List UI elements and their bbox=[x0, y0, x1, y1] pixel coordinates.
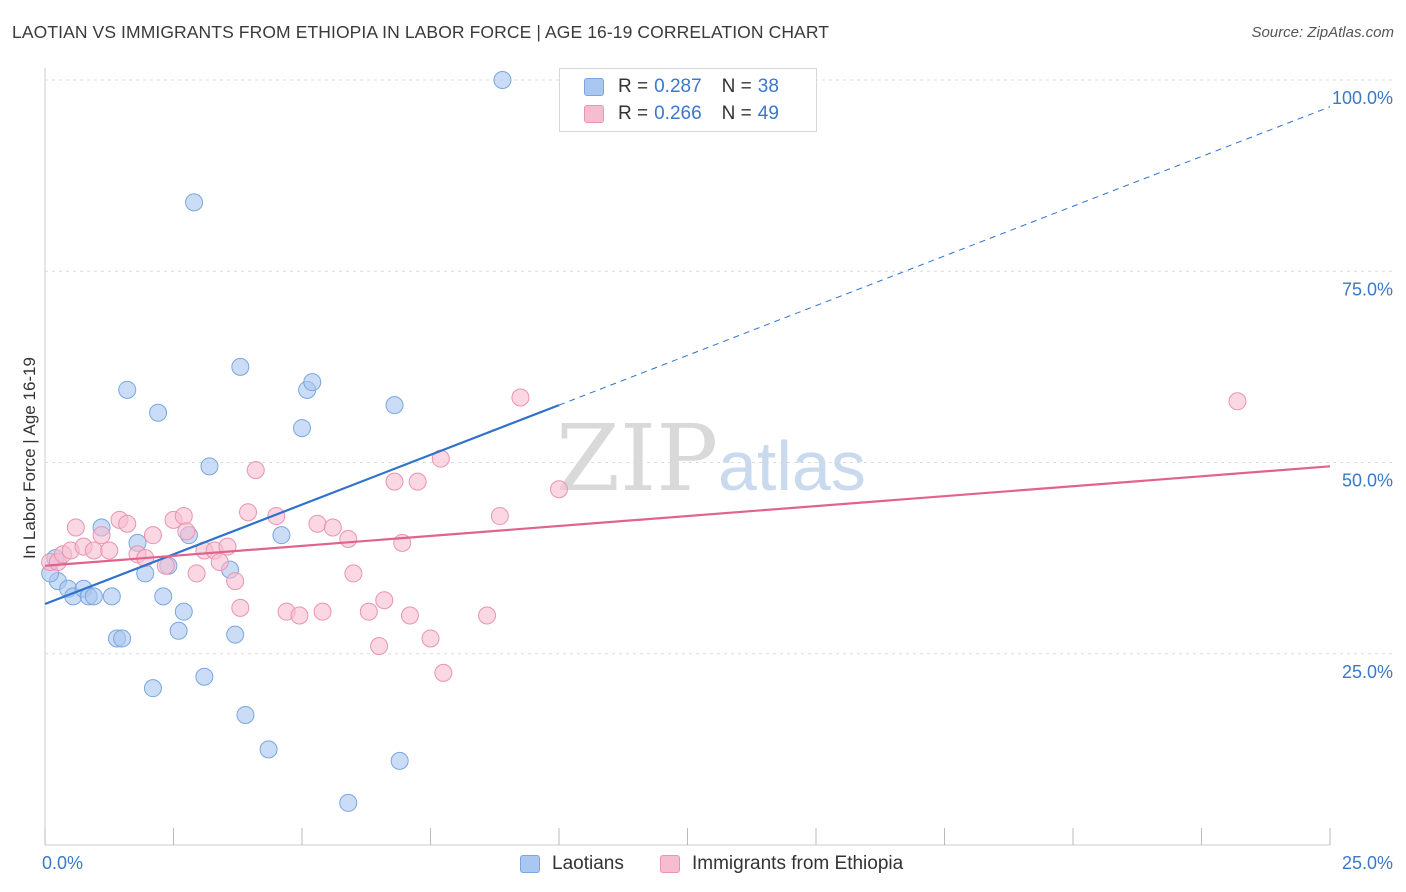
ethiopia-point bbox=[174, 507, 193, 526]
laotian-point bbox=[303, 373, 322, 392]
ethiopia-point bbox=[385, 472, 404, 491]
x-tick-label: 0.0% bbox=[42, 853, 83, 873]
legend-r-value: 0.266 bbox=[654, 103, 702, 124]
laotian-point bbox=[118, 380, 137, 399]
ethiopia-point bbox=[550, 480, 568, 499]
ethiopia-point bbox=[511, 388, 530, 407]
y-tick-label: 100.0% bbox=[1332, 88, 1393, 108]
laotian-point bbox=[174, 602, 193, 621]
bottom-legend-label: Immigrants from Ethiopia bbox=[692, 853, 904, 874]
laotian-point bbox=[493, 71, 512, 89]
chart-title: LAOTIAN VS IMMIGRANTS FROM ETHIOPIA IN L… bbox=[12, 22, 830, 42]
laotian-point bbox=[84, 587, 103, 606]
x-tick-label: 25.0% bbox=[1342, 853, 1393, 873]
ethiopia-point bbox=[339, 530, 358, 548]
laotian-point bbox=[390, 751, 409, 770]
ethiopia-point bbox=[408, 472, 427, 491]
ethiopia-point bbox=[100, 541, 119, 560]
ethiopia-point bbox=[421, 629, 440, 648]
ethiopia-point bbox=[143, 526, 162, 545]
legend-r-value: 0.287 bbox=[654, 76, 702, 97]
laotian-point bbox=[259, 740, 278, 759]
bottom-legend-swatch-blue bbox=[520, 855, 540, 873]
ethiopia-trend-line bbox=[44, 465, 1331, 567]
ethiopia-point bbox=[231, 598, 250, 617]
legend-n-label: N = bbox=[721, 76, 752, 97]
legend-r-label: R = bbox=[618, 103, 649, 124]
ethiopia-point bbox=[84, 541, 103, 560]
grid-lines bbox=[45, 79, 1392, 655]
ethiopia-point bbox=[308, 514, 327, 533]
watermark-zip: ZIP bbox=[556, 405, 718, 512]
ethiopia-point bbox=[118, 514, 137, 533]
watermark-atlas: atlas bbox=[718, 427, 866, 505]
watermark: ZIP atlas bbox=[556, 405, 866, 512]
legend-r-label: R = bbox=[618, 76, 649, 97]
ethiopia-point bbox=[246, 461, 265, 480]
ethiopia-point bbox=[210, 552, 229, 571]
laotian-point bbox=[231, 357, 250, 376]
ethiopia-point bbox=[290, 606, 309, 625]
laotian-point bbox=[143, 679, 162, 698]
laotian-point bbox=[102, 587, 121, 606]
legend-row-laotians: R = 0.287 N = 38 bbox=[584, 75, 779, 99]
y-tick-label: 25.0% bbox=[1342, 662, 1393, 682]
laotian-point bbox=[185, 193, 204, 212]
ethiopia-point bbox=[490, 507, 509, 526]
legend-row-ethiopia: R = 0.266 N = 49 bbox=[584, 102, 779, 126]
legend-swatch-blue bbox=[584, 78, 604, 96]
trend-lines bbox=[44, 106, 1331, 606]
tick-labels: 25.0% 50.0% 75.0% 100.0% 0.0% 25.0% bbox=[42, 88, 1393, 873]
axes bbox=[44, 68, 1331, 846]
bottom-legend-swatch-pink bbox=[660, 855, 680, 873]
y-tick-label: 50.0% bbox=[1342, 471, 1393, 491]
ethiopia-point bbox=[344, 564, 363, 583]
laotian-point bbox=[113, 629, 132, 648]
laotian-point bbox=[154, 587, 173, 606]
ethiopia-point bbox=[187, 564, 206, 583]
legend-swatch-pink bbox=[584, 105, 604, 123]
ethiopia-point bbox=[323, 518, 342, 537]
y-axis-label: In Labor Force | Age 16-19 bbox=[20, 357, 39, 559]
ethiopia-point bbox=[370, 637, 389, 656]
bottom-legend-laotians: Laotians bbox=[520, 850, 624, 878]
laotian-point bbox=[293, 419, 311, 438]
legend-n-value: 38 bbox=[757, 76, 779, 97]
source-credit: Source: ZipAtlas.com bbox=[1251, 24, 1394, 41]
legend-n-value: 49 bbox=[757, 103, 779, 124]
laotian-point bbox=[339, 793, 358, 812]
laotian-trend-extension bbox=[558, 106, 1331, 406]
y-tick-label: 75.0% bbox=[1342, 279, 1393, 299]
laotian-point bbox=[236, 705, 255, 724]
stats-legend: R = 0.287 N = 38 R = 0.266 N = 49 bbox=[559, 68, 817, 132]
laotian-point bbox=[200, 457, 219, 476]
data-points bbox=[41, 71, 1247, 812]
ethiopia-point bbox=[66, 518, 85, 537]
ethiopia-point bbox=[400, 606, 419, 625]
ethiopia-point bbox=[313, 602, 332, 621]
laotian-point bbox=[385, 396, 404, 415]
laotian-trend-line bbox=[44, 404, 560, 606]
legend-n-label: N = bbox=[721, 103, 752, 124]
bottom-legend-ethiopia: Immigrants from Ethiopia bbox=[660, 850, 903, 878]
ethiopia-point bbox=[92, 526, 111, 545]
laotian-point bbox=[149, 403, 168, 422]
ethiopia-point bbox=[434, 663, 453, 682]
laotian-point bbox=[226, 625, 245, 644]
ethiopia-point bbox=[478, 606, 497, 625]
ethiopia-point bbox=[375, 591, 394, 610]
ethiopia-point bbox=[226, 572, 245, 591]
ethiopia-point bbox=[359, 602, 378, 621]
bottom-legend-label: Laotians bbox=[552, 853, 624, 874]
ethiopia-point bbox=[239, 503, 258, 522]
ethiopia-point bbox=[1228, 392, 1247, 411]
ethiopia-point bbox=[177, 522, 196, 541]
laotian-point bbox=[272, 526, 291, 545]
laotian-point bbox=[195, 667, 214, 686]
laotian-point bbox=[169, 621, 188, 640]
